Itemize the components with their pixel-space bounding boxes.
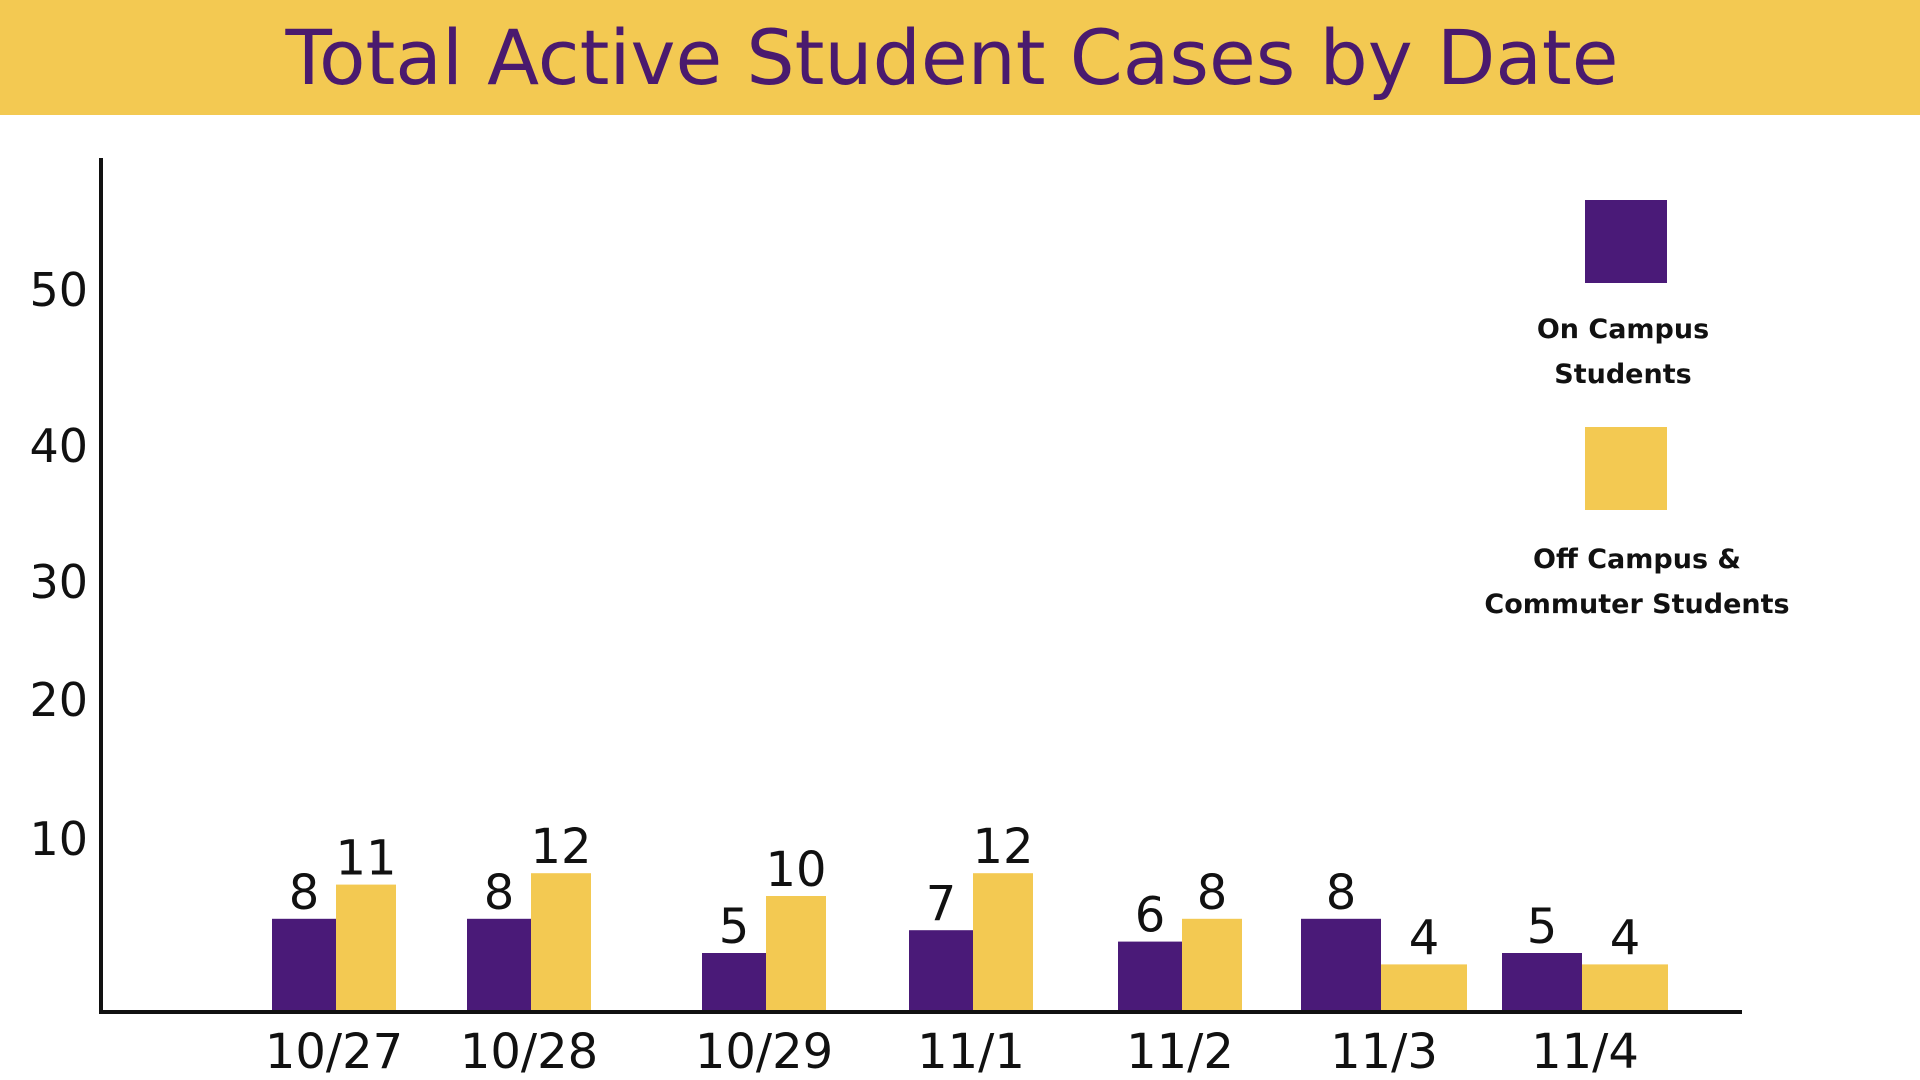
value-label-off-campus-10-29: 10 (765, 842, 826, 898)
y-tick-label-10: 10 (29, 812, 88, 866)
x-category-label-10-28: 10/28 (460, 1024, 598, 1080)
legend-swatch-off-campus (1585, 427, 1667, 510)
value-label-on-campus-11-4: 5 (1527, 899, 1558, 955)
value-label-off-campus-10-28: 12 (530, 819, 591, 875)
legend-label-off-campus-line-2: Commuter Students (1484, 589, 1789, 620)
value-label-on-campus-10-27: 8 (289, 865, 320, 921)
legend-label-on-campus-line-2: Students (1554, 359, 1691, 390)
x-category-label-11-1: 11/1 (917, 1024, 1025, 1080)
value-label-off-campus-11-3: 4 (1409, 910, 1440, 966)
bar-off-campus-11-2 (1182, 918, 1242, 1010)
value-label-on-campus-11-3: 8 (1326, 865, 1357, 921)
legend-swatch-on-campus (1585, 200, 1667, 283)
y-tick-label-50: 50 (29, 263, 88, 317)
bar-off-campus-10-29 (766, 896, 826, 1010)
title-banner: Total Active Student Cases by Date (0, 0, 1920, 115)
value-label-off-campus-11-1: 12 (972, 819, 1033, 875)
y-tick-label-30: 30 (29, 555, 88, 609)
bar-on-campus-10-28 (467, 918, 531, 1010)
bar-on-campus-11-1 (909, 930, 973, 1010)
x-category-label-11-3: 11/3 (1330, 1024, 1438, 1080)
x-category-label-11-2: 11/2 (1126, 1024, 1234, 1080)
x-category-label-10-27: 10/27 (265, 1024, 403, 1080)
chart-title: Total Active Student Cases by Date (285, 13, 1619, 102)
bar-off-campus-10-27 (336, 884, 396, 1010)
legend-label-off-campus-line-1: Off Campus & (1533, 544, 1741, 575)
bar-off-campus-11-3 (1381, 964, 1467, 1010)
value-label-off-campus-11-4: 4 (1610, 910, 1641, 966)
bar-off-campus-11-1 (973, 873, 1033, 1010)
bar-off-campus-11-4 (1582, 964, 1668, 1010)
bar-on-campus-11-3 (1301, 918, 1381, 1010)
value-label-off-campus-10-27: 11 (335, 831, 396, 887)
bar-on-campus-10-27 (272, 918, 336, 1010)
value-label-on-campus-11-1: 7 (926, 876, 957, 932)
y-tick-label-40: 40 (29, 419, 88, 473)
value-label-on-campus-10-28: 8 (484, 865, 515, 921)
x-category-label-10-29: 10/29 (695, 1024, 833, 1080)
bar-on-campus-11-4 (1502, 953, 1582, 1010)
bar-on-campus-10-29 (702, 953, 766, 1010)
x-category-label-11-4: 11/4 (1531, 1024, 1639, 1080)
value-label-off-campus-11-2: 8 (1197, 865, 1228, 921)
value-label-on-campus-11-2: 6 (1135, 888, 1166, 944)
bar-on-campus-11-2 (1118, 941, 1182, 1010)
y-tick-label-20: 20 (29, 673, 88, 727)
bar-off-campus-10-28 (531, 873, 591, 1010)
value-label-on-campus-10-29: 5 (719, 899, 750, 955)
legend-label-on-campus-line-1: On Campus (1537, 314, 1709, 345)
